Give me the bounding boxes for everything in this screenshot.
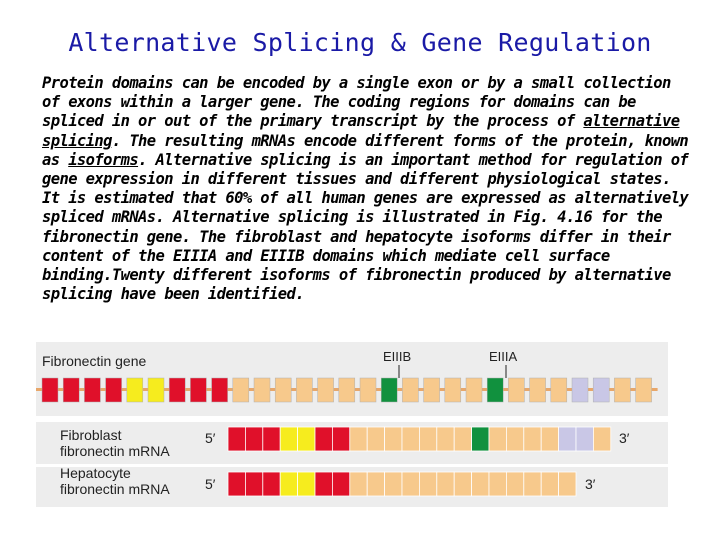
gene-exon — [211, 377, 228, 403]
mrna-exon — [540, 471, 560, 497]
paragraph-part-1: Protein domains can be encoded by a sing… — [42, 74, 671, 131]
fibroblast-label-line1: Fibroblast — [60, 427, 122, 443]
fibronectin-splicing-figure: Fibronectin gene EIIIB EIIIA Fibroblast … — [36, 342, 668, 507]
gene-exon — [402, 377, 419, 403]
gene-exon — [62, 377, 80, 403]
mrna-exon — [540, 426, 560, 452]
mrna-exon — [262, 471, 281, 497]
mrna-exon — [558, 426, 577, 452]
gene-exon — [168, 377, 186, 403]
gene-exon — [380, 377, 398, 403]
mrna-exon — [297, 471, 316, 497]
hepatocyte-five-prime: 5′ — [205, 476, 216, 492]
mrna-exon — [558, 471, 577, 497]
mrna-exon — [244, 426, 264, 452]
mrna-exon — [593, 426, 612, 452]
paragraph-part-3: . Alternative splicing is an important m… — [42, 150, 689, 304]
gene-exon — [486, 377, 504, 403]
gene-exon — [41, 377, 59, 403]
term-isoforms: isoforms — [68, 150, 139, 169]
mrna-exon — [523, 426, 542, 452]
mrna-exon — [523, 471, 542, 497]
mrna-exon — [436, 426, 455, 452]
mrna-exon — [349, 426, 368, 452]
mrna-exon — [331, 471, 351, 497]
mrna-exon — [453, 426, 473, 452]
mrna-exon — [227, 426, 246, 452]
mrna-exon — [227, 471, 246, 497]
gene-exon — [147, 377, 165, 403]
gene-exon — [232, 377, 250, 403]
mrna-exon — [488, 471, 507, 497]
mrna-exon — [366, 471, 386, 497]
mrna-exon — [505, 426, 525, 452]
gene-exon — [444, 377, 462, 403]
mrna-exon — [314, 471, 333, 497]
gene-exon — [550, 377, 568, 403]
mrna-exon — [366, 426, 386, 452]
mrna-exon — [453, 471, 473, 497]
mrna-exon — [401, 426, 420, 452]
mrna-exon — [279, 471, 298, 497]
gene-exon — [592, 377, 610, 403]
mrna-exon — [314, 426, 333, 452]
hepatocyte-three-prime: 3′ — [585, 476, 596, 492]
mrna-exon — [384, 426, 403, 452]
fibroblast-three-prime: 3′ — [619, 430, 630, 446]
gene-exon — [359, 377, 377, 403]
hepatocyte-label-line1: Hepatocyte — [60, 465, 131, 481]
gene-exon — [317, 377, 334, 403]
mrna-exon — [436, 471, 455, 497]
gene-label: Fibronectin gene — [42, 353, 147, 369]
mrna-exon — [401, 471, 420, 497]
gene-exon — [253, 377, 271, 403]
mrna-exon — [349, 471, 368, 497]
fibroblast-five-prime: 5′ — [205, 430, 216, 446]
gene-exon — [338, 377, 356, 403]
gene-exon-row — [36, 377, 658, 403]
fibroblast-exon-row — [227, 426, 612, 452]
gene-exon — [296, 377, 313, 403]
mrna-exon — [244, 471, 264, 497]
gene-exon — [105, 377, 122, 403]
fibroblast-label-line2: fibronectin mRNA — [60, 443, 170, 459]
term-alternative-splicing: alternative splicing — [42, 112, 680, 150]
gene-exon — [423, 377, 440, 403]
mrna-exon — [418, 471, 438, 497]
gene-exon — [571, 377, 589, 403]
mrna-exon — [279, 426, 298, 452]
gene-exon — [529, 377, 546, 403]
gene-exon — [614, 377, 631, 403]
mrna-exon — [384, 471, 403, 497]
mrna-exon — [505, 471, 525, 497]
mrna-exon — [488, 426, 507, 452]
mrna-exon — [471, 471, 490, 497]
gene-exon — [126, 377, 144, 403]
gene-exon — [465, 377, 483, 403]
gene-exon — [190, 377, 207, 403]
gene-exon — [508, 377, 525, 403]
eiiib-label: EIIIB — [383, 349, 411, 364]
mrna-exon — [471, 426, 490, 452]
mrna-exon — [262, 426, 281, 452]
gene-exon — [635, 377, 652, 403]
hepatocyte-exon-row — [227, 471, 577, 497]
body-paragraph: Protein domains can be encoded by a sing… — [42, 74, 690, 304]
slide-title: Alternative Splicing & Gene Regulation — [68, 28, 652, 57]
gene-exon — [274, 377, 292, 403]
gene-exon — [84, 377, 101, 403]
hepatocyte-label-line2: fibronectin mRNA — [60, 481, 170, 497]
paragraph-part-2: . The resulting mRNAs encode different f… — [42, 131, 689, 169]
mrna-exon — [331, 426, 351, 452]
mrna-exon — [575, 426, 594, 452]
mrna-exon — [418, 426, 438, 452]
eiiia-label: EIIIA — [489, 349, 518, 364]
mrna-exon — [297, 426, 316, 452]
